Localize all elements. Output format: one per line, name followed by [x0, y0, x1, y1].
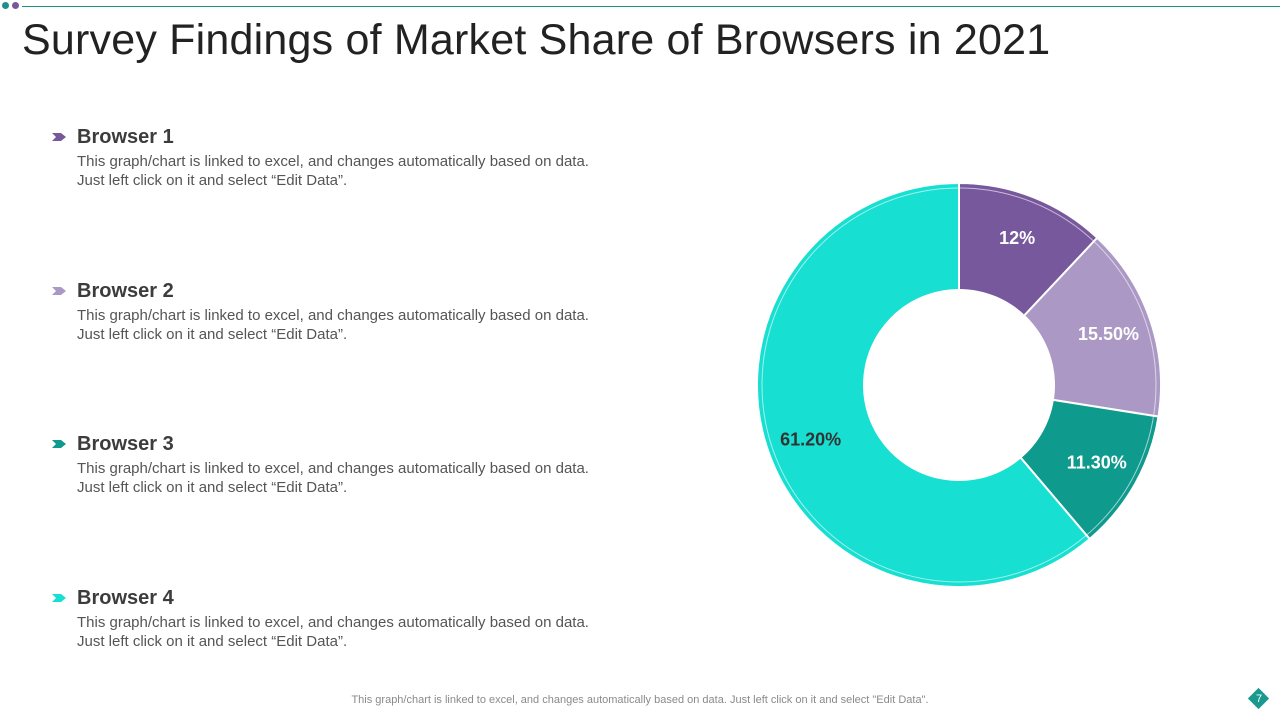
donut-hole	[863, 289, 1055, 481]
legend-name: Browser 3	[77, 432, 174, 455]
data-label-browser-1: 12%	[999, 228, 1035, 248]
legend-description: This graph/chart is linked to excel, and…	[77, 153, 589, 189]
legend-description: This graph/chart is linked to excel, and…	[77, 307, 589, 343]
legend-item-browser-1: Browser 1 This graph/chart is linked to …	[52, 124, 612, 190]
chevron-right-icon	[52, 133, 66, 141]
chevron-right-icon	[52, 594, 66, 602]
data-label-browser-2: 15.50%	[1078, 324, 1139, 344]
data-label-browser-4: 61.20%	[780, 429, 841, 449]
legend-name: Browser 2	[77, 279, 174, 302]
legend-item-browser-3: Browser 3 This graph/chart is linked to …	[52, 431, 612, 497]
legend-name: Browser 4	[77, 586, 174, 609]
page-number: 7	[1255, 693, 1263, 705]
legend-description: This graph/chart is linked to excel, and…	[77, 460, 589, 496]
page-number-badge: 7	[1247, 687, 1270, 710]
footer-note: This graph/chart is linked to excel, and…	[351, 694, 929, 706]
slide-title: Survey Findings of Market Share of Brows…	[22, 16, 1051, 64]
legend-item-browser-2: Browser 2 This graph/chart is linked to …	[52, 278, 612, 344]
title-rule	[22, 6, 1280, 7]
chevron-right-icon	[52, 440, 66, 448]
donut-edge-ring	[761, 187, 1157, 583]
title-dots	[2, 2, 19, 9]
legend-item-browser-4: Browser 4 This graph/chart is linked to …	[52, 585, 612, 651]
data-label-browser-3: 11.30%	[1067, 452, 1127, 472]
donut-chart[interactable]: 12% 15.50% 11.30% 61.20%	[740, 165, 1180, 605]
legend-name: Browser 1	[77, 125, 174, 148]
legend-description: This graph/chart is linked to excel, and…	[77, 614, 589, 650]
chevron-right-icon	[52, 287, 66, 295]
